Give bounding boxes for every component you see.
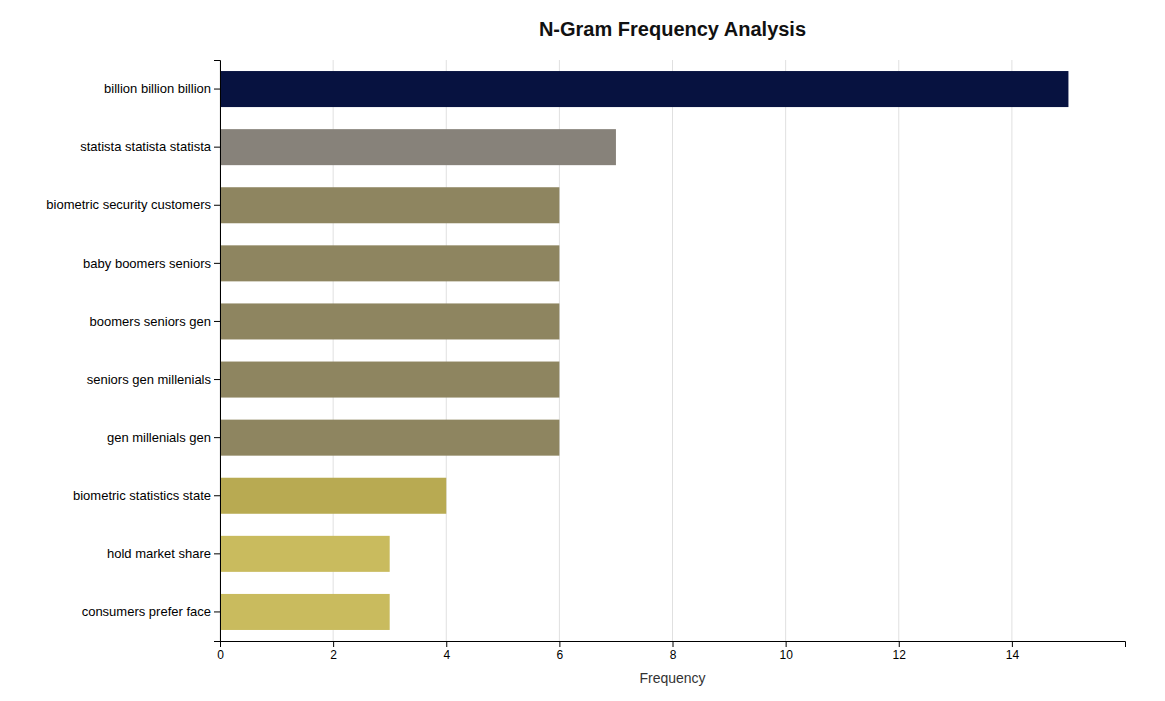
grid-line	[672, 60, 673, 641]
x-tick-mark	[333, 641, 334, 647]
y-tick-label: seniors gen millenials	[87, 372, 212, 387]
x-tick-mark	[559, 641, 560, 647]
grid	[220, 60, 1012, 641]
y-tick-label: statista statista statista	[80, 139, 212, 154]
grid-line	[898, 60, 899, 641]
bar	[220, 536, 390, 572]
y-tick-mark	[214, 147, 220, 148]
y-tick: boomers seniors gen	[90, 314, 220, 329]
y-tick-mark	[214, 379, 220, 380]
x-tick-label: 14	[1006, 648, 1020, 662]
x-tick-label: 10	[779, 648, 793, 662]
y-tick: statista statista statista	[80, 139, 220, 154]
x-axis-line	[221, 642, 1126, 648]
x-tick: 8	[670, 641, 677, 662]
y-tick: baby boomers seniors	[83, 256, 220, 271]
y-tick-label: baby boomers seniors	[83, 256, 211, 271]
y-tick-label: biometric statistics state	[73, 488, 211, 503]
chart-title: N-Gram Frequency Analysis	[539, 18, 806, 40]
x-tick-mark	[673, 641, 674, 647]
y-tick-label: biometric security customers	[46, 197, 211, 212]
y-tick-label: gen millenials gen	[107, 430, 211, 445]
y-tick-mark	[214, 553, 220, 554]
chart-svg: 0 2 4 6 8 10 12 14 consumers prefer face hold mar…	[0, 0, 1165, 701]
bars	[220, 71, 1068, 630]
y-tick-label: consumers prefer face	[82, 604, 211, 619]
y-tick-mark	[214, 495, 220, 496]
x-tick-mark	[1012, 641, 1013, 647]
bar	[220, 594, 390, 630]
x-tick-label: 12	[893, 648, 907, 662]
x-tick: 12	[893, 641, 907, 662]
x-tick: 4	[443, 641, 450, 662]
x-tick: 10	[779, 641, 793, 662]
x-tick-label: 0	[217, 648, 224, 662]
bar	[220, 129, 616, 165]
bar	[220, 478, 446, 514]
y-tick-mark	[214, 205, 220, 206]
x-tick-label: 4	[443, 648, 450, 662]
grid-line	[785, 60, 786, 641]
chart-container: 0 2 4 6 8 10 12 14 consumers prefer face hold mar…	[0, 0, 1165, 701]
y-tick: billion billion billion	[104, 81, 220, 96]
bar	[220, 420, 559, 456]
y-tick-mark	[214, 611, 220, 612]
y-tick-label: boomers seniors gen	[90, 314, 211, 329]
y-tick-mark	[214, 89, 220, 90]
x-tick: 0	[217, 641, 224, 662]
y-tick: biometric security customers	[46, 197, 220, 212]
y-tick-mark	[214, 321, 220, 322]
plot-area: 0 2 4 6 8 10 12 14 consumers prefer face hold mar…	[46, 60, 1125, 662]
x-tick: 6	[557, 641, 564, 662]
y-tick: gen millenials gen	[107, 430, 220, 445]
x-tick: 2	[330, 641, 337, 662]
bar	[220, 303, 559, 339]
x-axis: 0 2 4 6 8 10 12 14	[217, 641, 1125, 662]
x-tick: 14	[1006, 641, 1020, 662]
bar	[220, 362, 559, 398]
x-tick-label: 2	[330, 648, 337, 662]
y-tick-label: hold market share	[107, 546, 211, 561]
x-tick-mark	[446, 641, 447, 647]
x-tick-mark	[786, 641, 787, 647]
x-tick-mark	[899, 641, 900, 647]
y-tick: seniors gen millenials	[87, 372, 220, 387]
y-tick: consumers prefer face	[82, 604, 220, 619]
bar	[220, 187, 559, 223]
y-tick: biometric statistics state	[73, 488, 220, 503]
x-tick-label: 8	[670, 648, 677, 662]
x-tick-label: 6	[557, 648, 564, 662]
y-tick: hold market share	[107, 546, 220, 561]
y-tick-mark	[214, 437, 220, 438]
y-tick-label: billion billion billion	[104, 81, 211, 96]
bar	[220, 245, 559, 281]
y-axis-line	[214, 61, 221, 642]
y-tick-mark	[214, 263, 220, 264]
bar	[220, 71, 1068, 107]
x-axis-title: Frequency	[639, 670, 705, 686]
y-axis: consumers prefer face hold market share bi…	[46, 61, 220, 642]
grid-line	[1011, 60, 1012, 641]
